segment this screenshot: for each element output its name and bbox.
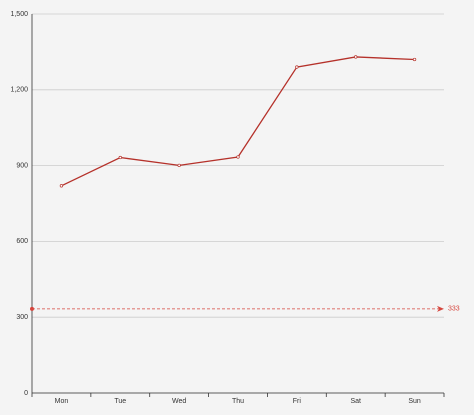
x-tick-label: Sat — [350, 398, 361, 405]
data-point — [295, 65, 299, 69]
data-point — [177, 163, 181, 167]
y-tick-label: 0 — [24, 390, 28, 397]
x-tick-label: Tue — [114, 398, 126, 405]
mark-line-label: 333 — [448, 306, 460, 313]
x-tick-label: Fri — [293, 398, 302, 405]
y-tick-label: 1,500 — [10, 11, 28, 18]
y-tick-label: 300 — [16, 314, 28, 321]
data-point — [354, 55, 358, 59]
x-tick-label: Sun — [408, 398, 421, 405]
mark-line-start — [30, 306, 34, 311]
y-tick-label: 600 — [16, 238, 28, 245]
x-tick-label: Wed — [172, 398, 186, 405]
y-tick-label: 900 — [16, 162, 28, 169]
x-tick-label: Thu — [232, 398, 244, 405]
mark-line-arrow — [437, 305, 444, 312]
y-tick-label: 1,200 — [10, 87, 28, 94]
x-tick-label: Mon — [55, 398, 69, 405]
data-point — [59, 184, 64, 188]
data-point — [236, 155, 240, 159]
data-point — [118, 155, 122, 160]
data-point — [412, 57, 417, 62]
